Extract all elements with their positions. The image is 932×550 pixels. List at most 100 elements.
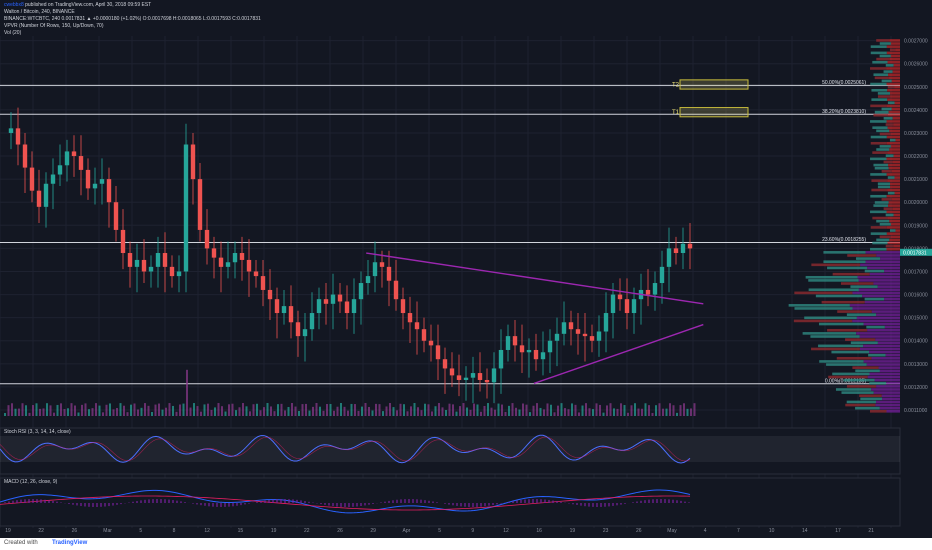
vp-bar-down bbox=[886, 135, 900, 139]
macd-histogram-bar bbox=[272, 499, 274, 503]
x-tick-label: 10 bbox=[768, 528, 775, 534]
macd-histogram-bar bbox=[464, 503, 466, 507]
volume-bar bbox=[28, 412, 31, 416]
candle-body bbox=[29, 167, 35, 191]
vp-bar-up bbox=[873, 73, 889, 76]
candle-body bbox=[323, 299, 329, 304]
volume-bar bbox=[95, 403, 97, 416]
candle-body bbox=[183, 144, 189, 272]
macd-histogram-bar bbox=[176, 500, 178, 503]
vp-bar-up bbox=[872, 241, 888, 245]
macd-histogram-bar bbox=[428, 500, 430, 503]
vp-bar-down bbox=[858, 279, 900, 282]
volume-bar bbox=[655, 405, 657, 416]
x-tick-label: 12 bbox=[204, 528, 210, 534]
volume-bar bbox=[280, 403, 283, 416]
vp-bar-down bbox=[871, 357, 900, 360]
macd-histogram-bar bbox=[260, 501, 262, 503]
volume-bar bbox=[319, 406, 321, 416]
macd-histogram-bar bbox=[248, 503, 250, 504]
vp-bar-down bbox=[893, 123, 900, 126]
vpvr-label[interactable]: VPVR (Number Of Rows, 150, Up/Down, 70) bbox=[4, 23, 104, 29]
macd-histogram-bar bbox=[540, 499, 542, 503]
macd-histogram-bar bbox=[8, 501, 10, 503]
macd-histogram-bar bbox=[300, 500, 302, 503]
vp-bar-down bbox=[888, 73, 900, 76]
candle-body bbox=[442, 359, 448, 369]
vp-bar-down bbox=[886, 157, 900, 161]
volume-label[interactable]: Vol (20) bbox=[4, 30, 22, 36]
x-tick-label: 8 bbox=[172, 528, 176, 534]
x-tick-label: 12 bbox=[503, 528, 509, 534]
volume-bar bbox=[305, 403, 307, 416]
volume-bar bbox=[308, 410, 311, 416]
x-tick-label: 9 bbox=[471, 528, 475, 534]
stoch-rsi-label[interactable]: Stoch RSI (3, 3, 14, 14, close) bbox=[4, 429, 71, 435]
volume-bar bbox=[515, 407, 517, 416]
volume-bar bbox=[501, 404, 503, 416]
candle-body bbox=[344, 301, 350, 314]
volume-bar bbox=[392, 407, 395, 416]
volume-bar bbox=[242, 403, 244, 416]
vp-bar-up bbox=[877, 185, 891, 189]
macd-histogram-bar bbox=[680, 500, 682, 503]
trendline-upper bbox=[366, 252, 704, 305]
volume-bar bbox=[294, 406, 297, 416]
vp-bar-down bbox=[886, 67, 900, 70]
candle-body bbox=[582, 333, 588, 337]
volume-bar bbox=[396, 410, 398, 416]
candle-body bbox=[113, 202, 119, 230]
candle-body bbox=[505, 336, 511, 350]
volume-bar bbox=[182, 403, 185, 416]
volume-bar bbox=[88, 409, 90, 416]
volume-bar bbox=[462, 403, 465, 416]
volume-bar bbox=[137, 409, 139, 416]
vp-bar-down bbox=[888, 166, 900, 170]
volume-bar bbox=[406, 411, 409, 416]
volume-bar bbox=[455, 411, 458, 416]
vp-bar-up bbox=[873, 204, 889, 207]
macd-label[interactable]: MACD (12, 26, close, 9) bbox=[4, 479, 58, 485]
macd-histogram-bar bbox=[184, 502, 186, 503]
tradingview-brand-link[interactable]: TradingView bbox=[52, 540, 88, 546]
macd-histogram-bar bbox=[648, 499, 650, 503]
volume-bar bbox=[35, 403, 38, 416]
volume-bar bbox=[53, 412, 55, 416]
macd-histogram-bar bbox=[16, 500, 18, 503]
volume-bar bbox=[354, 404, 356, 416]
macd-histogram-bar bbox=[244, 503, 246, 505]
vp-bar-up bbox=[876, 238, 890, 242]
x-tick-label: 22 bbox=[38, 528, 44, 534]
volume-bar bbox=[224, 411, 227, 416]
vp-bar-up bbox=[871, 179, 888, 182]
candle-body bbox=[134, 259, 140, 267]
volume-bar bbox=[60, 403, 62, 416]
macd-histogram-bar bbox=[568, 503, 570, 504]
volume-bar bbox=[21, 403, 24, 416]
vp-bar-down bbox=[871, 310, 900, 313]
volume-bar bbox=[539, 407, 542, 416]
publisher-link[interactable]: cwebbx8 bbox=[4, 2, 24, 8]
macd-histogram-bar bbox=[592, 503, 594, 507]
vp-bar-down bbox=[889, 219, 900, 223]
candle-body bbox=[127, 253, 133, 267]
x-tick-label: 14 bbox=[802, 528, 808, 534]
candle-body bbox=[267, 289, 273, 300]
volume-bar bbox=[186, 369, 188, 416]
volume-bar bbox=[581, 405, 584, 416]
volume-bar bbox=[371, 410, 374, 416]
macd-histogram-bar bbox=[676, 500, 678, 503]
volume-bar bbox=[252, 404, 255, 416]
candle-body bbox=[8, 128, 14, 133]
vp-bar-down bbox=[888, 204, 900, 207]
volume-bar bbox=[571, 403, 573, 416]
x-tick-label: 19 bbox=[5, 528, 11, 534]
macd-histogram-bar bbox=[228, 503, 230, 507]
vp-bar-up bbox=[876, 219, 890, 223]
vp-bar-down bbox=[894, 85, 900, 89]
x-tick-label: 21 bbox=[868, 528, 874, 534]
vp-bar-down bbox=[865, 260, 900, 263]
macd-histogram-bar bbox=[560, 501, 562, 503]
vp-bar-up bbox=[870, 135, 887, 139]
